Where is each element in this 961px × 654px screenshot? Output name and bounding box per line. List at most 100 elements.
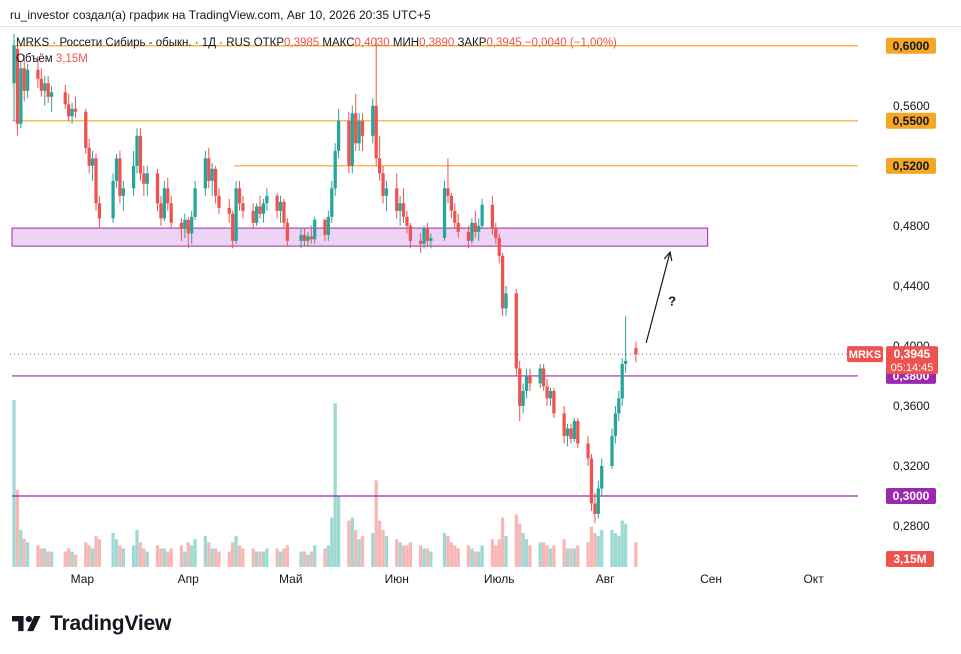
volume-bar [545,545,549,567]
volume-bar [213,548,218,567]
volume-bar [169,548,173,567]
candle-body [569,428,573,439]
volume-bar [565,548,570,567]
candle-body [94,158,98,204]
candle-body [350,113,354,166]
volume-bar [162,548,166,567]
symbol-tag [847,346,883,363]
candle-body [12,45,16,84]
volume-bar [624,523,628,567]
candle-body [562,413,566,436]
volume-bar [336,495,341,567]
candle-body [155,173,160,204]
candle-body [190,216,194,234]
candle-body [43,83,47,91]
candle-body [323,219,327,235]
candle-body [377,158,382,174]
price-tick-label: 0,4400 [893,279,930,293]
candle-body [545,386,549,399]
candle-body [278,201,283,211]
volume-bar [36,545,40,567]
legend-part: 0,3890 [419,37,457,49]
volume-bar [470,548,474,567]
volume-bar [135,529,139,567]
candle-body [254,206,259,223]
volume-bar [548,548,553,567]
price-tick-label: 0,4800 [893,219,930,233]
candle-body [207,158,211,181]
candle-body [552,390,556,414]
candle-body [145,173,149,184]
volume-bar [538,542,542,567]
candle-body [374,105,378,159]
resistance-zone [11,227,709,247]
candlestick-chart[interactable]: ? MRKS · Россети Сибирь - обыкн. · 1Д · … [0,27,961,595]
legend-part: МИН [393,37,419,49]
candle-body [634,348,638,355]
candle-body [610,435,614,466]
volume-bar [309,551,313,567]
volume-bar [384,536,389,567]
volume-bar [446,536,450,567]
volume-bar [473,551,477,567]
candle-body [425,228,430,241]
candle-body [384,188,389,196]
candle-body [494,228,498,238]
candle-body [231,213,235,241]
volume-bar [350,517,354,567]
volume-bar [377,520,382,567]
candle-body [121,188,125,196]
candle-body [589,458,594,504]
volume-bar [19,529,23,567]
candle-body [213,168,218,196]
volume-bar [480,545,484,567]
time-tick-label: Июн [385,572,409,586]
volume-bar [490,539,495,567]
candle-body [347,120,351,166]
volume-bar [275,548,279,567]
price-tick-label: 0,2800 [893,519,930,533]
volume-bar [70,551,74,567]
candle-body [63,92,67,105]
tradingview-branding: TradingView [12,612,171,636]
volume-bar [501,517,505,567]
candle-body [36,69,40,79]
candle-body [299,234,303,241]
candle-body [360,120,365,136]
time-tick-label: Май [279,572,303,586]
volume-bar [299,551,303,567]
candle-body [285,222,289,241]
candle-body [241,203,245,211]
volume-bar [121,548,125,567]
candle-body [565,428,570,436]
level-price-tag-label: 0,6000 [893,39,930,53]
level-price-tag-label: 0,5500 [893,114,930,128]
volume-bar [67,548,71,567]
candle-body [309,236,313,240]
candle-body [497,237,501,256]
volume-bar [210,548,214,567]
time-tick-label: Июль [484,572,515,586]
volume-bar [302,551,307,567]
volume-bar [586,542,590,567]
level-price-tag [886,37,936,54]
volume-bar [456,548,460,567]
price-tick-label: 0,5600 [893,99,930,113]
volume-bar [514,514,518,567]
legend-part: 0,4030 [355,37,393,49]
volume-bar [562,539,566,567]
volume-bar [401,545,406,567]
last-price-tag [886,346,938,375]
tradingview-logo-icon [12,616,41,632]
candle-body [118,158,122,196]
legend-part: 0,3985 [284,37,322,49]
candle-body [528,375,532,384]
symbol-tag-label: MRKS [849,349,881,361]
chart-frame[interactable]: ? MRKS · Россети Сибирь - обыкн. · 1Д · … [0,26,961,595]
candle-body [15,48,20,124]
candle-body [395,188,399,211]
volume-legend-line: Объём 3,15M [16,53,88,65]
candle-body [313,219,317,240]
candle-body [46,83,50,97]
candle-body [501,255,505,309]
